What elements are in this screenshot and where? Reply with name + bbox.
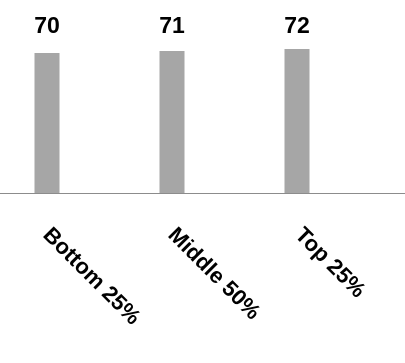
data-label-3: 72 [284,12,310,38]
bar-2 [159,51,185,193]
bar-3 [284,49,310,193]
x-tick-label-1: Bottom 25% [38,222,146,330]
tick-labels-group: Bottom 25% Middle 50% Top 25% [38,222,370,330]
value-labels-group: 70 71 72 [34,12,310,38]
bar-1 [34,53,60,193]
x-tick-label-2: Middle 50% [163,222,265,324]
data-label-1: 70 [34,12,60,38]
bars-group [34,49,310,193]
data-label-2: 71 [159,12,185,38]
x-tick-label-3: Top 25% [290,222,370,302]
